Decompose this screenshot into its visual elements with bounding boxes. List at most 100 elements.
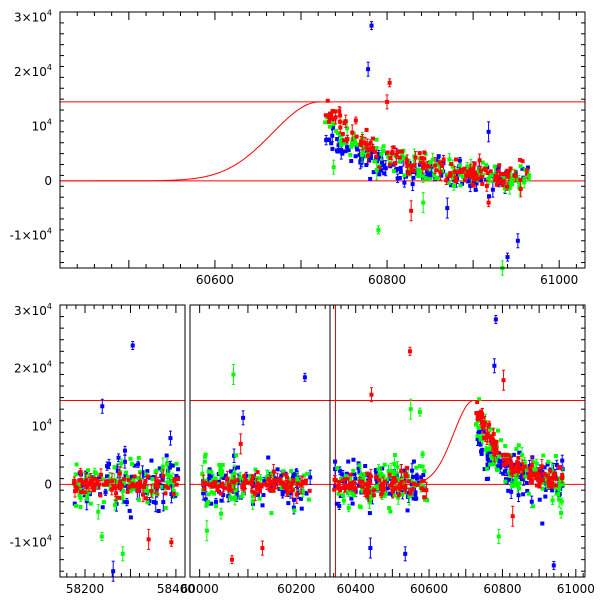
bottom-point-red <box>262 482 266 486</box>
top-point-red-marker <box>474 173 478 177</box>
bottom-point-green <box>292 508 296 512</box>
top-point-red-marker <box>472 184 476 188</box>
bottom-outlier-blue <box>492 359 496 373</box>
bottom-point-red <box>404 472 408 476</box>
top-point-red-marker <box>331 110 335 114</box>
top-point-red-marker <box>373 150 377 154</box>
bottom-point-green <box>289 469 293 473</box>
bottom-point-green-marker <box>214 504 218 508</box>
bottom-point-green-marker <box>289 469 293 473</box>
bottom-point-red-marker <box>122 477 126 481</box>
bottom-point-red-marker <box>82 481 86 485</box>
top-outlier-blue <box>366 62 370 76</box>
bottom-point-red-marker <box>110 479 114 483</box>
top-point-green <box>381 149 385 153</box>
bottom-point-red <box>545 474 549 478</box>
top-point-blue-marker <box>349 159 353 163</box>
top-outlier-blue-marker <box>487 130 491 134</box>
bottom-point-red-marker <box>235 478 239 482</box>
top-outlier-red <box>487 199 491 207</box>
bottom-point-green <box>128 457 132 461</box>
bottom-point-red-marker <box>352 486 356 490</box>
top-point-red <box>518 158 522 162</box>
bottom-point-green <box>231 497 235 501</box>
bottom-point-blue <box>300 507 304 511</box>
bottom-axes-frame-seg2 <box>330 305 585 577</box>
bottom-point-red-marker <box>267 477 271 481</box>
bottom-point-red <box>144 496 148 500</box>
bottom-point-red-marker <box>474 411 478 415</box>
top-point-green-marker <box>328 125 332 129</box>
bottom-point-blue <box>286 501 290 505</box>
bottom-point-red-marker <box>388 483 392 487</box>
top-point-red <box>329 114 333 118</box>
bottom-point-green <box>342 497 346 504</box>
bottom-point-red-marker <box>291 488 295 492</box>
bottom-point-blue-marker <box>171 464 175 468</box>
bottom-point-green-marker <box>520 453 524 457</box>
bottom-point-red-marker <box>146 474 150 478</box>
top-point-green-marker <box>381 149 385 153</box>
bottom-point-red <box>256 470 260 474</box>
bottom-point-green-marker <box>488 463 492 467</box>
bottom-point-blue-marker <box>165 454 169 458</box>
bottom-point-green <box>78 505 82 509</box>
bottom-point-blue <box>136 461 140 467</box>
bottom-point-green-marker <box>205 502 209 506</box>
top-point-red-marker <box>459 168 463 172</box>
bottom-point-red-marker <box>250 478 254 482</box>
top-point-red-marker <box>448 171 452 175</box>
bottom-point-red-marker <box>133 474 137 478</box>
bottom-point-red <box>412 482 416 486</box>
top-point-green-marker <box>431 158 435 162</box>
bottom-point-red-marker <box>560 473 564 477</box>
bottom-point-red-marker <box>409 492 413 496</box>
bottom-point-green <box>383 463 387 467</box>
bottom-outlier-blue <box>368 538 372 558</box>
top-point-green-marker <box>338 139 342 143</box>
bottom-point-green <box>234 453 238 457</box>
top-point-red <box>326 99 330 103</box>
bottom-point-green <box>74 472 78 476</box>
bottom-point-blue-marker <box>261 493 265 497</box>
top-point-red-marker <box>505 185 509 189</box>
bottom-point-blue <box>477 431 481 435</box>
bottom-point-red-marker <box>97 482 101 486</box>
bottom-point-green-marker <box>89 502 93 506</box>
top-point-red <box>453 178 457 182</box>
bottom-point-green-marker <box>203 455 207 459</box>
bottom-point-red-marker <box>554 483 558 487</box>
bottom-point-green <box>137 456 141 460</box>
bottom-point-green <box>74 504 78 508</box>
bottom-point-blue-marker <box>157 509 161 513</box>
bottom-point-green <box>531 504 535 508</box>
bottom-point-red-marker <box>337 480 341 484</box>
top-point-red-marker <box>438 170 442 174</box>
bottom-point-green <box>351 469 355 473</box>
bottom-point-red <box>416 483 420 487</box>
bottom-point-red-marker <box>545 474 549 478</box>
bottom-outlier-green <box>231 364 235 384</box>
top-point-red-marker <box>465 170 469 174</box>
bottom-point-red <box>77 479 81 483</box>
bottom-point-red-marker <box>411 487 415 491</box>
top-point-red-marker <box>341 132 345 136</box>
bottom-point-red-marker <box>557 465 561 469</box>
top-point-red-marker <box>365 143 369 147</box>
bottom-point-green-marker <box>374 485 378 489</box>
bottom-point-red <box>206 482 210 486</box>
bottom-point-red <box>106 480 110 484</box>
top-point-red <box>465 170 469 174</box>
top-ytick-label: -1×104 <box>10 226 52 242</box>
bottom-point-red-marker <box>117 496 121 500</box>
bottom-point-green-marker <box>146 500 150 504</box>
bottom-point-green-marker <box>231 497 235 501</box>
bottom-point-blue <box>104 489 108 495</box>
bottom-point-red <box>216 488 220 492</box>
bottom-point-blue <box>261 503 265 507</box>
bottom-point-blue-marker <box>521 492 525 496</box>
bottom-point-green-marker <box>292 508 296 512</box>
bottom-point-red <box>304 481 308 485</box>
bottom-point-red-marker <box>400 480 404 484</box>
bottom-point-red-marker <box>110 488 114 492</box>
